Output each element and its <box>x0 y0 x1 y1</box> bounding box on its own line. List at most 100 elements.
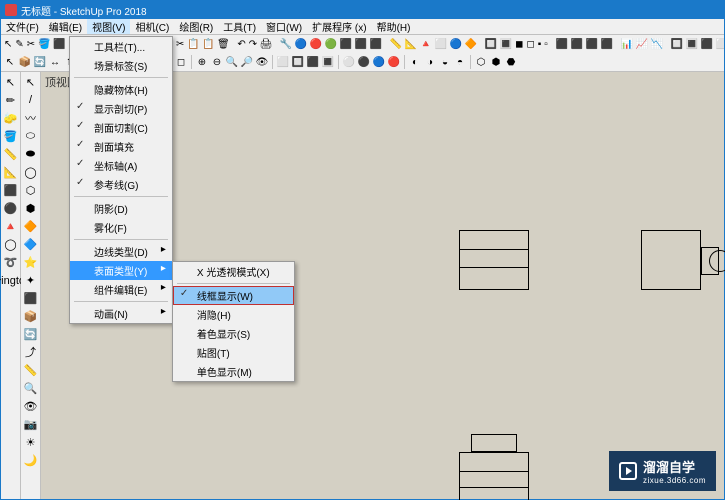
tool-button[interactable]: ⭐ <box>23 254 39 270</box>
menu-item[interactable]: 阴影(D) <box>70 199 172 218</box>
toolbar-button[interactable]: 🔲 <box>484 37 498 51</box>
tool-button[interactable]: 🔶 <box>23 218 39 234</box>
toolbar-button[interactable]: 🟢 <box>324 37 338 51</box>
toolbar-button[interactable]: 🔳 <box>321 55 335 69</box>
toolbar-button[interactable]: ⬛ <box>306 55 320 69</box>
toolbar-button[interactable]: ◓ <box>453 55 467 69</box>
tool-button[interactable]: / <box>23 92 39 108</box>
toolbar-button[interactable]: 🔳 <box>499 37 513 51</box>
toolbar-button[interactable]: ⬣ <box>504 55 518 69</box>
toolbar-button[interactable]: ↖ <box>3 55 17 69</box>
toolbar-button[interactable]: 🔺 <box>419 37 433 51</box>
toolbar-button[interactable]: ⬜ <box>434 37 448 51</box>
tool-button[interactable]: 👁 <box>23 398 39 414</box>
toolbar-button[interactable]: 📊 <box>620 37 634 51</box>
tool-button[interactable]: 📷 <box>23 416 39 432</box>
menu-item[interactable]: 显示剖切(P) <box>70 99 172 118</box>
submenu-item[interactable]: 线框显示(W) <box>173 286 294 305</box>
toolbar-button[interactable]: ◻ <box>174 55 188 69</box>
tool-button[interactable]: ⬡ <box>23 182 39 198</box>
toolbar-button[interactable]: ↔ <box>48 55 62 69</box>
toolbar-button[interactable]: ⬛ <box>600 37 614 51</box>
toolbar-button[interactable]: 📦 <box>18 55 32 69</box>
toolbar-button[interactable]: 📐 <box>404 37 418 51</box>
face-style-submenu[interactable]: X 光透视模式(X)线框显示(W)消隐(H)着色显示(S)贴图(T)单色显示(M… <box>172 261 295 382</box>
toolbar-button[interactable]: ◼ <box>514 37 524 51</box>
toolbar-button[interactable]: ⬛ <box>369 37 383 51</box>
toolbar-button[interactable]: ↷ <box>248 37 258 51</box>
left-toolbar-1[interactable]: ↖✏🧽🪣📏📐⬛⚫🔺◯➰�ington <box>1 72 21 499</box>
toolbar-button[interactable]: ⊖ <box>210 55 224 69</box>
toolbar-button[interactable]: ▪ <box>537 37 543 51</box>
toolbar-button[interactable]: ▫ <box>543 37 549 51</box>
toolbar-button[interactable]: ◐ <box>408 55 422 69</box>
toolbar-button[interactable]: 🔵 <box>372 55 386 69</box>
menu-item[interactable]: 组件编辑(E)▸ <box>70 280 172 299</box>
toolbar-button[interactable]: 🔧 <box>279 37 293 51</box>
tool-button[interactable]: 🔺 <box>3 218 19 234</box>
tool-button[interactable]: ↖ <box>23 74 39 90</box>
toolbar-button[interactable]: ✎ <box>14 37 24 51</box>
tool-button[interactable]: 🔷 <box>23 236 39 252</box>
tool-button[interactable]: ⚫ <box>3 200 19 216</box>
toolbar-button[interactable]: ⚪ <box>342 55 356 69</box>
toolbar-button[interactable]: 🖨 <box>259 37 273 51</box>
toolbar-button[interactable]: ◒ <box>438 55 452 69</box>
submenu-item[interactable]: 贴图(T) <box>173 343 294 362</box>
toolbar-button[interactable]: 📋 <box>186 37 200 51</box>
tool-button[interactable]: 〰 <box>23 110 39 126</box>
toolbar-button[interactable]: ⬛ <box>52 37 66 51</box>
menu-item[interactable]: 剖面切割(C) <box>70 118 172 137</box>
toolbar-button[interactable]: 🔲 <box>291 55 305 69</box>
menu-item[interactable]: 隐藏物体(H) <box>70 80 172 99</box>
tool-button[interactable]: 📏 <box>23 362 39 378</box>
tool-button[interactable]: ⬛ <box>23 290 39 306</box>
tool-button[interactable]: ⬢ <box>23 200 39 216</box>
tool-button[interactable]: �ington <box>3 272 19 288</box>
tool-button[interactable]: ➰ <box>3 254 19 270</box>
toolbar-button[interactable]: 🔎 <box>240 55 254 69</box>
toolbar-button[interactable]: 🔶 <box>464 37 478 51</box>
toolbar-button[interactable]: 📏 <box>389 37 403 51</box>
toolbar-button[interactable]: ✂ <box>26 37 36 51</box>
toolbar-button[interactable]: ⬛ <box>570 37 584 51</box>
tool-button[interactable]: 🧽 <box>3 110 19 126</box>
left-toolbar-2[interactable]: ↖/〰⬭⬬◯⬡⬢🔶🔷⭐✦⬛📦🔄⤴📏🔍👁📷☀🌙 <box>21 72 41 499</box>
toolbar-button[interactable]: ✂ <box>175 37 185 51</box>
toolbar-button[interactable]: ⬛ <box>555 37 569 51</box>
toolbar-button[interactable]: 🔴 <box>309 37 323 51</box>
toolbar-button[interactable]: ⊕ <box>195 55 209 69</box>
toolbar-button[interactable]: 📉 <box>650 37 664 51</box>
toolbar-button[interactable]: ⬛ <box>585 37 599 51</box>
toolbar-button[interactable]: 📋 <box>201 37 215 51</box>
menu-item[interactable]: 场景标签(S) <box>70 56 172 75</box>
viewport[interactable]: 顶视图 工具栏(T)...场景标签(S)隐藏物体(H)显示剖切(P)剖面切割(C… <box>41 72 724 499</box>
toolbar-button[interactable]: 🔵 <box>294 37 308 51</box>
toolbar-button[interactable]: ⬜ <box>276 55 290 69</box>
toolbar-button[interactable]: ↖ <box>3 37 13 51</box>
tool-button[interactable]: ✦ <box>23 272 39 288</box>
toolbar-button[interactable]: 🔴 <box>387 55 401 69</box>
tool-button[interactable]: ◯ <box>3 236 19 252</box>
toolbar-button[interactable]: ⬜ <box>715 37 724 51</box>
tool-button[interactable]: 📦 <box>23 308 39 324</box>
toolbar-button[interactable]: 🔳 <box>685 37 699 51</box>
toolbar-button[interactable]: 🔲 <box>670 37 684 51</box>
menu-item[interactable]: 边线类型(D)▸ <box>70 242 172 261</box>
tool-button[interactable]: 📏 <box>3 146 19 162</box>
toolbar-button[interactable]: ⬛ <box>354 37 368 51</box>
submenu-item[interactable]: 单色显示(M) <box>173 362 294 381</box>
toolbar-button[interactable]: 🔍 <box>225 55 239 69</box>
tool-button[interactable]: ◯ <box>23 164 39 180</box>
menu-1[interactable]: 编辑(E) <box>44 19 87 34</box>
toolbar-button[interactable]: 🔄 <box>33 55 47 69</box>
menu-2[interactable]: 视图(V) <box>87 19 130 34</box>
menu-7[interactable]: 扩展程序 (x) <box>307 19 371 34</box>
menu-item[interactable]: 剖面填充 <box>70 137 172 156</box>
submenu-item[interactable]: X 光透视模式(X) <box>173 262 294 281</box>
menu-item[interactable]: 工具栏(T)... <box>70 37 172 56</box>
tool-button[interactable]: ↖ <box>3 74 19 90</box>
view-menu-dropdown[interactable]: 工具栏(T)...场景标签(S) 隐藏物体(H)显示剖切(P)剖面切割(C)剖面填… <box>69 36 173 324</box>
toolbar-button[interactable]: 🪣 <box>37 37 51 51</box>
menu-6[interactable]: 窗口(W) <box>261 19 307 34</box>
